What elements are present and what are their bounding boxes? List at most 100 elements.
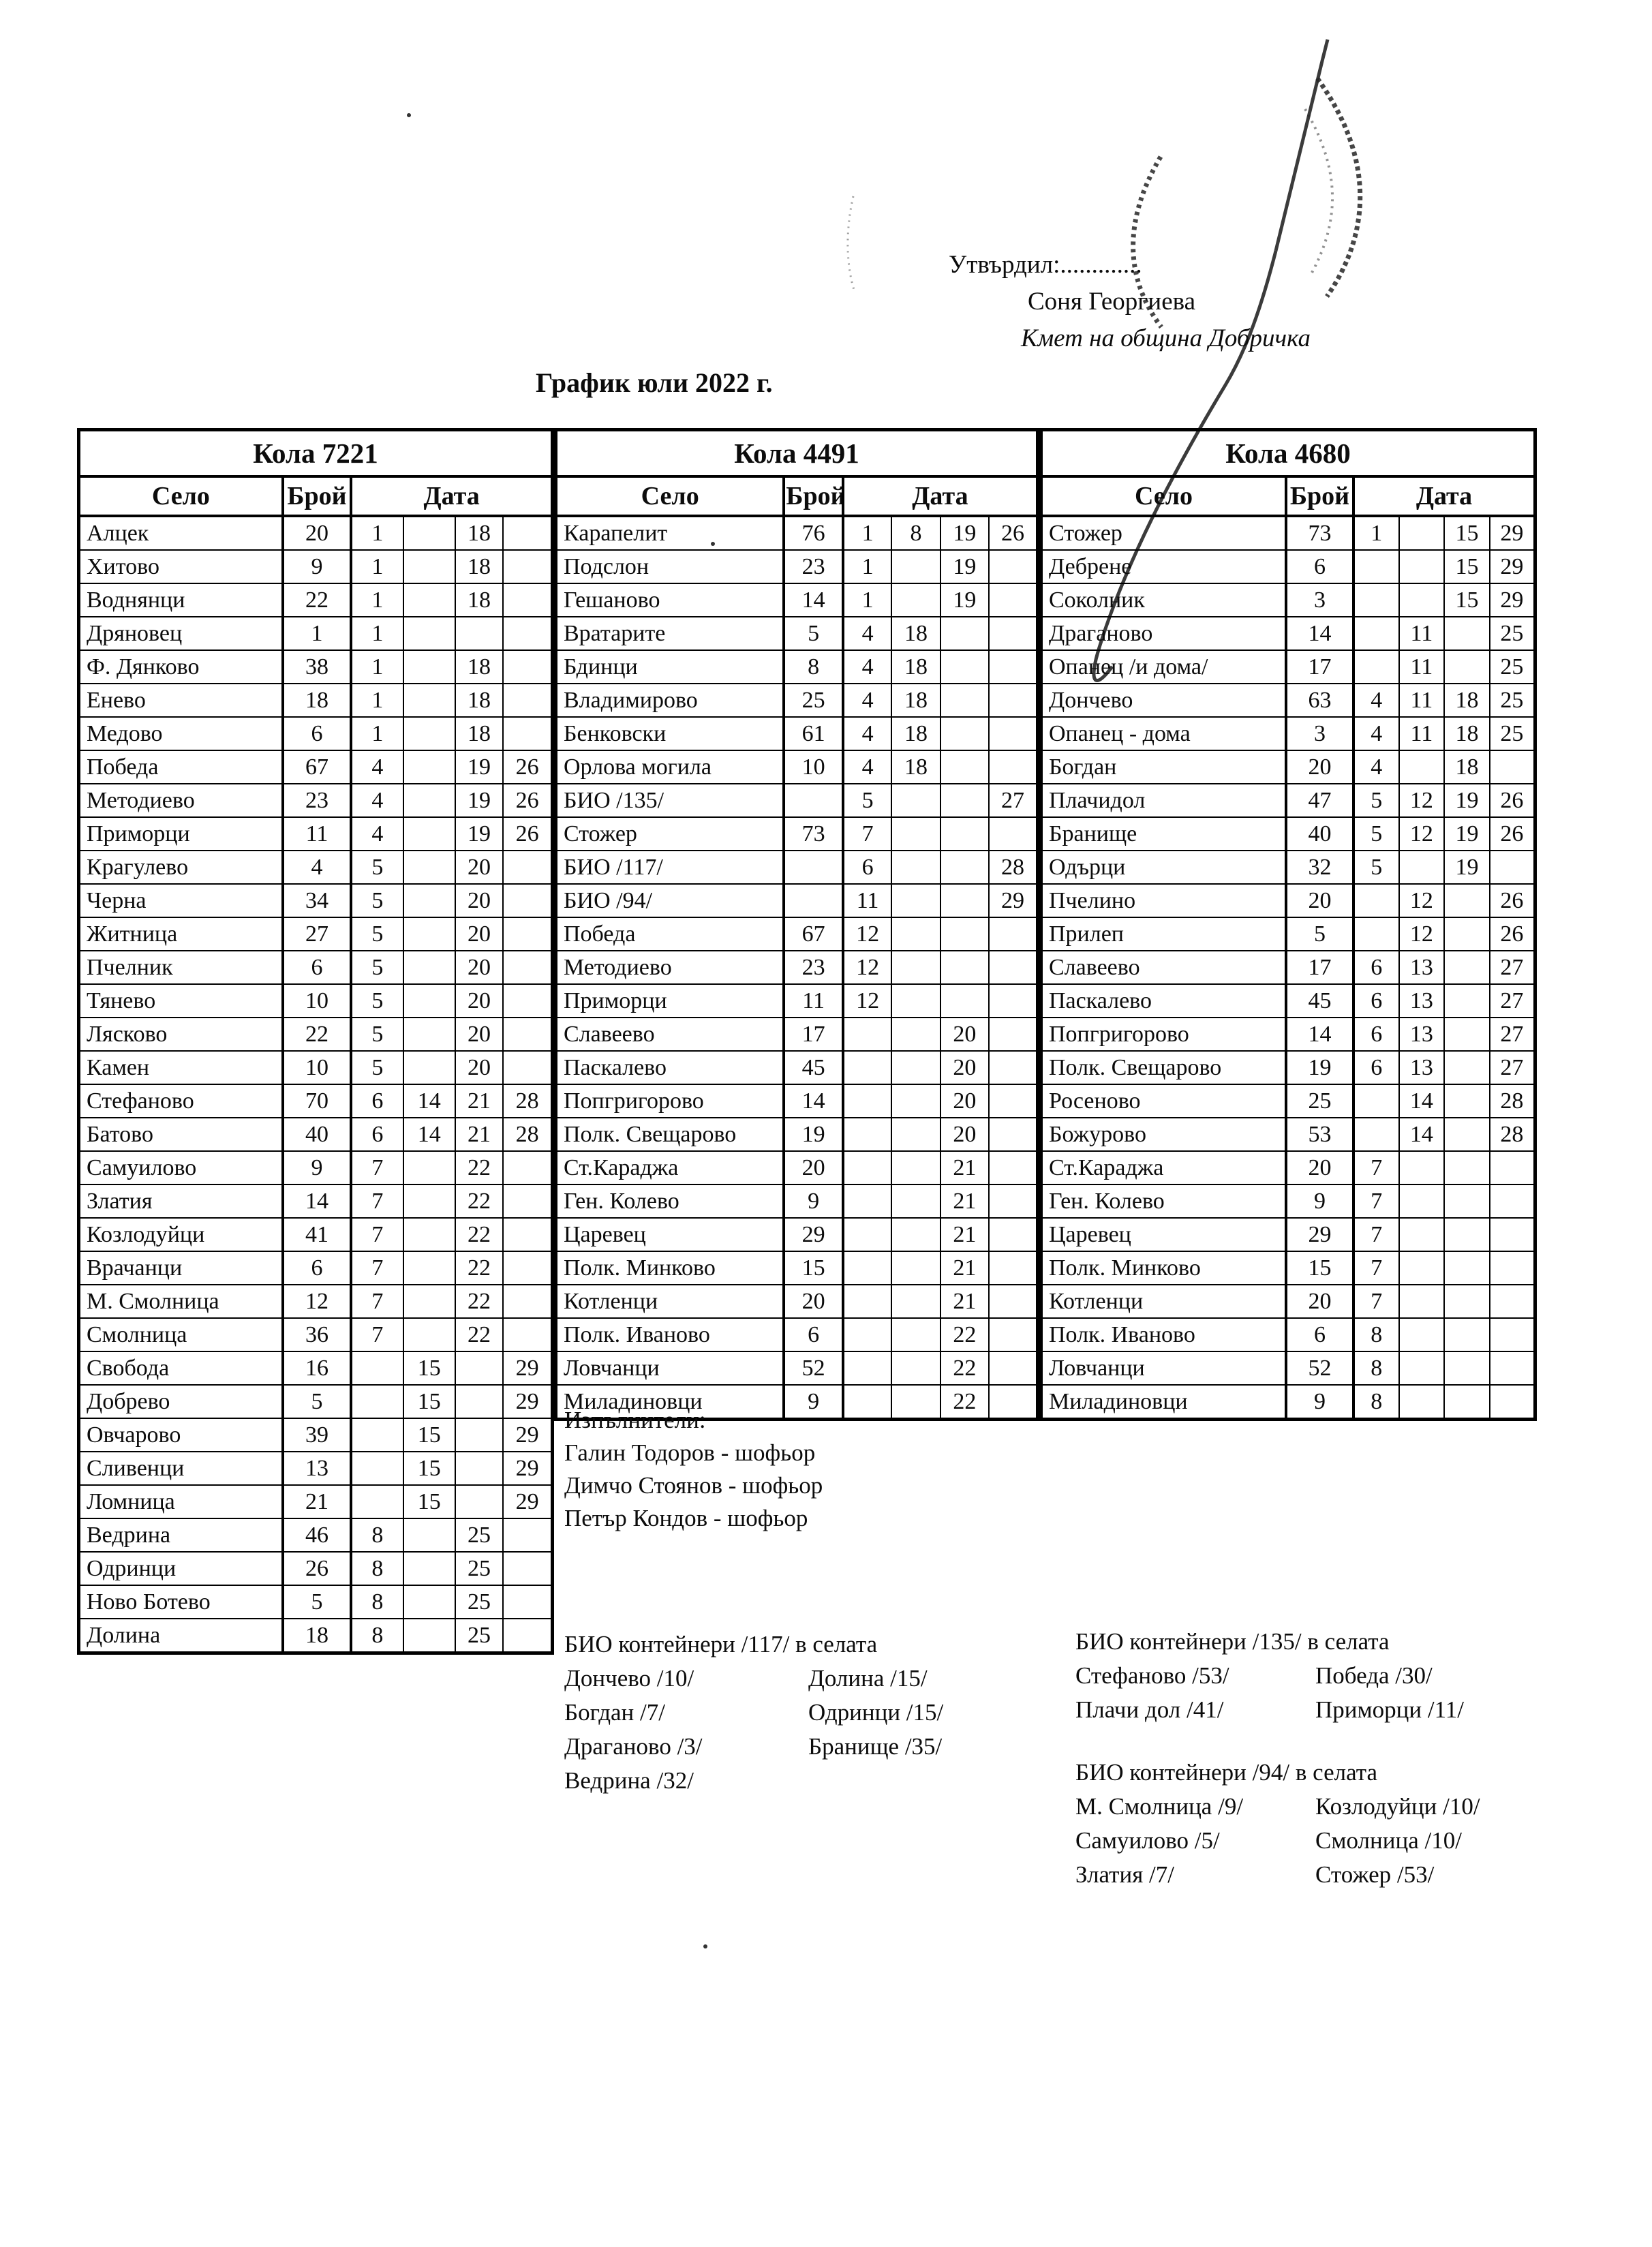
- count-cell: 36: [281, 1317, 353, 1352]
- date-cell: [891, 1117, 941, 1152]
- table-row: Бранище 40 5 12 19 26: [1040, 816, 1536, 851]
- date-cell: [891, 983, 941, 1018]
- date-cell: 19: [454, 816, 504, 851]
- date-cell: [939, 716, 990, 751]
- date-cell: 22: [454, 1317, 504, 1352]
- date-cell: [402, 1184, 456, 1219]
- date-cell: 21: [454, 1117, 504, 1152]
- date-cell: 11: [1398, 649, 1446, 684]
- count-cell: 76: [783, 515, 844, 551]
- date-cell: [1488, 1217, 1536, 1252]
- date-cell: 20: [454, 917, 504, 951]
- date-cell: [988, 750, 1039, 784]
- date-cell: 6: [350, 1084, 404, 1118]
- village-cell: Ген. Колево: [1040, 1184, 1287, 1219]
- count-cell: 25: [783, 683, 844, 718]
- date-cell: 22: [939, 1317, 990, 1352]
- village-cell: Попгригорово: [555, 1084, 786, 1118]
- date-cell: 29: [988, 883, 1039, 918]
- list-item: Плачи дол /41/: [1075, 1696, 1224, 1723]
- count-cell: 17: [783, 1017, 844, 1052]
- date-cell: [891, 1217, 941, 1252]
- village-cell: Ст.Караджа: [555, 1150, 786, 1185]
- table-row: Стожер 73 1 15 29: [1040, 515, 1536, 551]
- table-row: Стефаново 70 6 14 21 28: [78, 1084, 553, 1118]
- table-row: Стожер 73 7: [555, 816, 1039, 851]
- count-cell: 25: [1285, 1084, 1355, 1118]
- date-cell: [891, 883, 941, 918]
- date-cell: [402, 1251, 456, 1285]
- date-cell: 12: [1398, 917, 1446, 951]
- date-cell: 7: [842, 816, 893, 851]
- date-cell: [454, 1384, 504, 1419]
- table-row: Крагулево 4 5 20: [78, 850, 553, 885]
- list-item: Дончево /10/: [564, 1665, 694, 1692]
- date-cell: 7: [1352, 1217, 1400, 1252]
- count-cell: 5: [783, 616, 844, 651]
- date-cell: [891, 950, 941, 985]
- table-row: Царевец 29 21: [555, 1217, 1039, 1252]
- date-cell: 1: [350, 649, 404, 684]
- date-cell: [891, 816, 941, 851]
- table-row: БИО /117/6 28: [555, 850, 1039, 885]
- date-cell: [402, 1518, 456, 1553]
- village-cell: Миладиновци: [1040, 1384, 1287, 1420]
- date-cell: 11: [1398, 683, 1446, 718]
- date-cell: 19: [454, 783, 504, 818]
- date-cell: [939, 750, 990, 784]
- village-cell: Победа: [555, 917, 786, 951]
- date-cell: [1443, 1050, 1490, 1085]
- schedule-table-kola-7221: Кола 7221 Село Брой Дата Алцек 20 1 18 Хитов…: [77, 428, 554, 1655]
- count-cell: 27: [281, 917, 353, 951]
- date-cell: [1443, 1351, 1490, 1386]
- date-cell: [1398, 1251, 1446, 1285]
- date-cell: 12: [842, 950, 893, 985]
- date-cell: [1443, 950, 1490, 985]
- date-cell: 18: [1443, 683, 1490, 718]
- executors-block: Изпълнители: Галин Тодоров - шофьор Димчо…: [564, 1404, 823, 1535]
- village-cell: Камен: [78, 1050, 284, 1085]
- date-cell: [891, 1284, 941, 1319]
- date-cell: [1443, 649, 1490, 684]
- table-row: Полк. Свещарово 19 6 13 27: [1040, 1050, 1536, 1085]
- list-item: М. Смолница /9/: [1075, 1793, 1244, 1820]
- date-cell: [402, 1150, 456, 1185]
- date-cell: [1398, 850, 1446, 885]
- village-cell: Дончево: [1040, 683, 1287, 718]
- date-cell: [1443, 883, 1490, 918]
- pen-stroke-top: [1274, 39, 1330, 251]
- village-cell: Вратарите: [555, 616, 786, 651]
- village-cell: Полк. Минково: [555, 1251, 786, 1285]
- date-cell: 25: [1488, 683, 1536, 718]
- bio-heading: БИО контейнери /135/ в селата: [1075, 1628, 1390, 1655]
- date-cell: [502, 1551, 553, 1586]
- date-cell: [502, 1618, 553, 1654]
- village-cell: Козлодуйци: [78, 1217, 284, 1252]
- date-cell: [502, 1017, 553, 1052]
- date-cell: [988, 1017, 1039, 1052]
- date-cell: [502, 983, 553, 1018]
- count-cell: 23: [281, 783, 353, 818]
- date-cell: [1443, 1150, 1490, 1185]
- date-cell: 20: [939, 1117, 990, 1152]
- village-cell: Паскалево: [1040, 983, 1287, 1018]
- count-cell: 15: [1285, 1251, 1355, 1285]
- date-cell: [502, 649, 553, 684]
- table-row: Лясково 22 5 20: [78, 1017, 553, 1052]
- count-cell: 5: [1285, 917, 1355, 951]
- village-cell: Котленци: [555, 1284, 786, 1319]
- village-cell: Бенковски: [555, 716, 786, 751]
- count-cell: 6: [1285, 1317, 1355, 1352]
- date-cell: 20: [454, 883, 504, 918]
- date-cell: [402, 616, 456, 651]
- table-row: Алцек 20 1 18: [78, 515, 553, 551]
- table-row: Ново Ботево 5 8 25: [78, 1585, 553, 1619]
- date-cell: [502, 1251, 553, 1285]
- date-cell: 5: [350, 950, 404, 985]
- date-cell: [502, 850, 553, 885]
- date-cell: [939, 917, 990, 951]
- date-cell: [891, 1084, 941, 1118]
- table-row: Котленци 20 7: [1040, 1284, 1536, 1319]
- date-cell: 13: [1398, 1017, 1446, 1052]
- village-cell: Ф. Дянково: [78, 649, 284, 684]
